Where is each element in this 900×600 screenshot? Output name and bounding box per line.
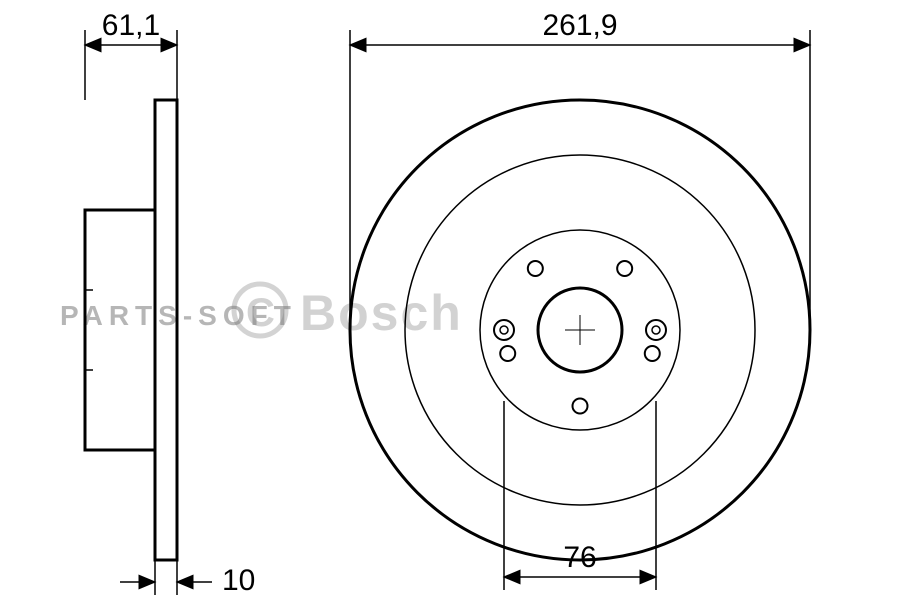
dim-thickness: 10	[222, 564, 255, 597]
watermark: C Bosch PARTS-SOFT	[60, 284, 463, 341]
watermark-brand: Bosch	[300, 285, 463, 341]
dim-diameter: 261,9	[542, 9, 617, 42]
dim-width: 61,1	[102, 9, 160, 42]
dim-bolt-circle: 76	[563, 541, 596, 574]
technical-drawing: C Bosch PARTS-SOFT 61,1 10 261,9 76	[0, 0, 900, 600]
